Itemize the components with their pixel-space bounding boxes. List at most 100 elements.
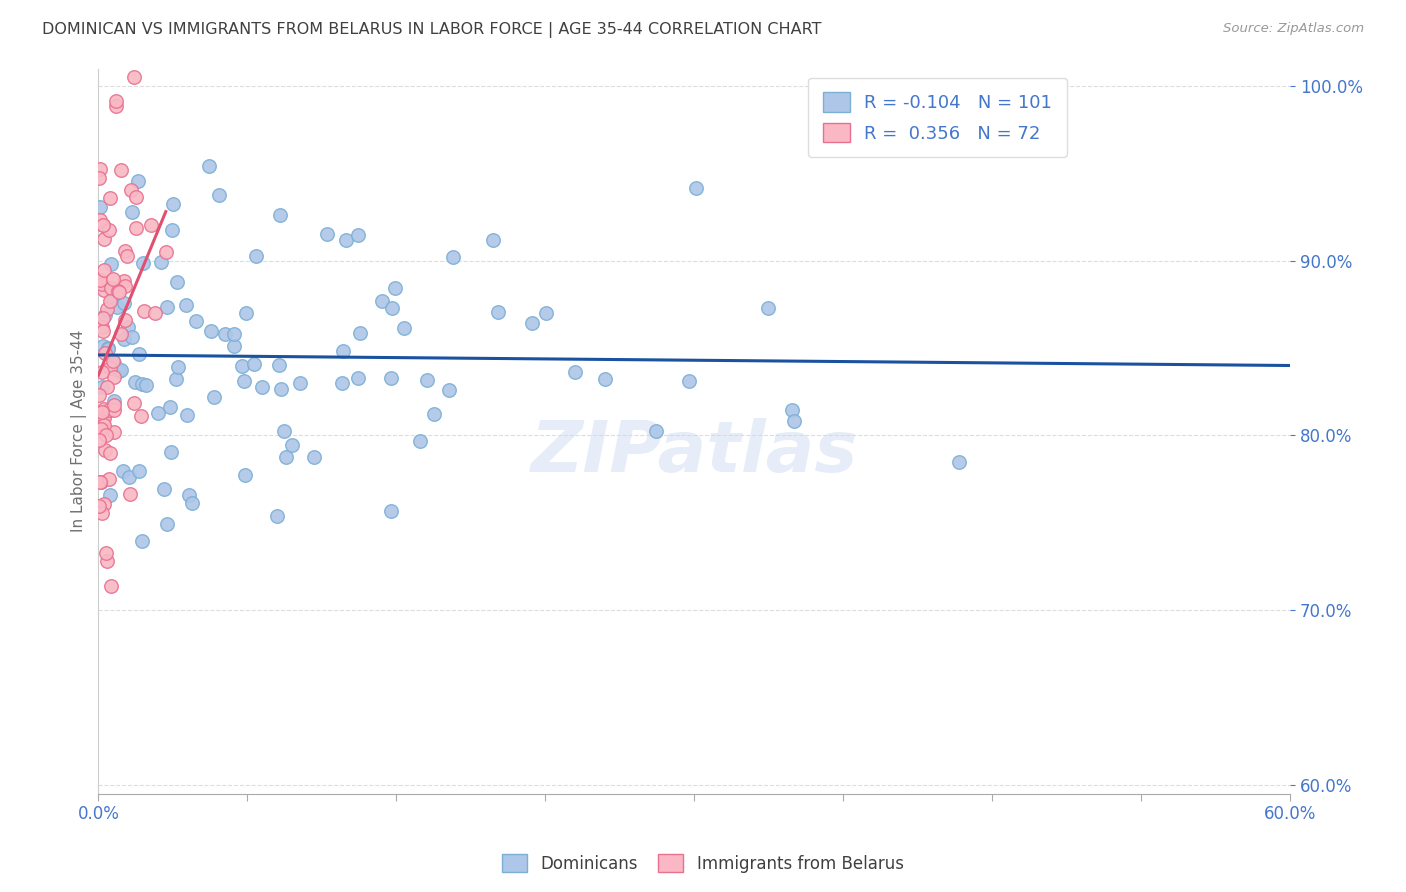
Point bbox=[214, 327, 236, 342]
Point bbox=[131, 377, 153, 392]
Point bbox=[520, 316, 543, 330]
Point bbox=[93, 401, 115, 416]
Point bbox=[125, 190, 148, 204]
Point bbox=[124, 376, 146, 390]
Point bbox=[98, 488, 121, 502]
Point bbox=[128, 464, 150, 478]
Point bbox=[349, 326, 371, 340]
Point bbox=[155, 245, 177, 260]
Point bbox=[89, 161, 111, 176]
Point bbox=[437, 383, 460, 397]
Point bbox=[103, 370, 125, 384]
Point bbox=[103, 425, 125, 439]
Point bbox=[441, 250, 464, 264]
Point bbox=[380, 371, 402, 385]
Point bbox=[103, 356, 125, 370]
Point bbox=[94, 546, 117, 560]
Point bbox=[482, 233, 505, 247]
Point bbox=[110, 162, 132, 177]
Text: ZIPatlas: ZIPatlas bbox=[530, 418, 858, 487]
Point bbox=[93, 284, 115, 298]
Point bbox=[91, 414, 114, 428]
Point bbox=[94, 408, 117, 422]
Point bbox=[100, 257, 122, 271]
Point bbox=[89, 475, 111, 489]
Point bbox=[121, 330, 143, 344]
Point bbox=[96, 554, 118, 568]
Legend: R = -0.104   N = 101, R =  0.356   N = 72: R = -0.104 N = 101, R = 0.356 N = 72 bbox=[808, 78, 1067, 157]
Point bbox=[96, 380, 118, 394]
Point bbox=[103, 354, 125, 368]
Point bbox=[159, 400, 181, 414]
Point bbox=[132, 304, 155, 318]
Point bbox=[129, 409, 152, 423]
Point bbox=[162, 223, 184, 237]
Point bbox=[180, 496, 202, 510]
Point bbox=[89, 273, 111, 287]
Point bbox=[371, 293, 394, 308]
Point bbox=[93, 263, 115, 277]
Point bbox=[644, 424, 666, 438]
Point bbox=[114, 313, 136, 327]
Point bbox=[90, 365, 112, 379]
Point bbox=[135, 378, 157, 392]
Point bbox=[89, 200, 111, 214]
Point bbox=[335, 233, 357, 247]
Point bbox=[90, 475, 112, 489]
Point bbox=[153, 482, 176, 496]
Point bbox=[783, 414, 806, 428]
Point bbox=[112, 296, 135, 310]
Point bbox=[198, 159, 221, 173]
Point bbox=[224, 326, 246, 341]
Point bbox=[288, 376, 311, 390]
Point bbox=[202, 391, 225, 405]
Point bbox=[948, 455, 970, 469]
Point bbox=[269, 358, 291, 372]
Point bbox=[110, 327, 132, 342]
Point bbox=[105, 300, 128, 314]
Point bbox=[346, 228, 368, 243]
Point bbox=[115, 249, 138, 263]
Point bbox=[756, 301, 779, 315]
Point bbox=[250, 380, 273, 394]
Point bbox=[208, 187, 231, 202]
Point bbox=[176, 409, 198, 423]
Point bbox=[486, 304, 509, 318]
Point bbox=[98, 472, 121, 486]
Point bbox=[114, 244, 136, 258]
Point bbox=[105, 94, 128, 108]
Point bbox=[103, 394, 125, 409]
Point bbox=[103, 403, 125, 417]
Point bbox=[222, 339, 245, 353]
Point bbox=[678, 374, 700, 388]
Point bbox=[90, 422, 112, 436]
Point bbox=[233, 467, 256, 482]
Point bbox=[166, 372, 188, 386]
Point bbox=[150, 254, 173, 268]
Point bbox=[89, 212, 111, 227]
Point bbox=[103, 398, 125, 412]
Point bbox=[117, 319, 139, 334]
Point bbox=[101, 271, 124, 285]
Point bbox=[131, 534, 153, 549]
Point bbox=[156, 300, 179, 314]
Point bbox=[316, 227, 339, 242]
Point bbox=[91, 506, 114, 520]
Point bbox=[94, 428, 117, 442]
Point bbox=[409, 434, 432, 448]
Point bbox=[87, 171, 110, 186]
Point bbox=[93, 232, 115, 246]
Point bbox=[117, 470, 139, 484]
Point bbox=[100, 579, 122, 593]
Point bbox=[91, 218, 114, 232]
Point bbox=[162, 197, 184, 211]
Point bbox=[423, 407, 446, 421]
Point bbox=[91, 380, 114, 394]
Point bbox=[100, 292, 122, 306]
Point bbox=[107, 364, 129, 378]
Point bbox=[124, 395, 146, 409]
Point bbox=[90, 405, 112, 419]
Point bbox=[93, 308, 115, 322]
Point bbox=[381, 301, 404, 315]
Point bbox=[685, 181, 707, 195]
